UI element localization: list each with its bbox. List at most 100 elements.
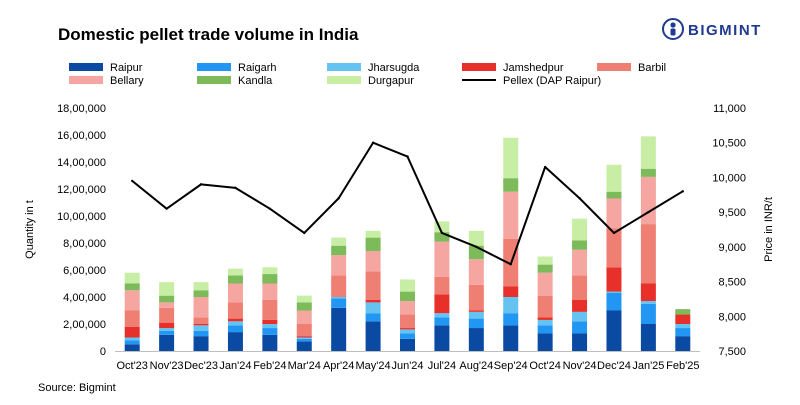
y-axis-title: Quantity in t xyxy=(24,200,36,259)
source-note: Source: Bigmint xyxy=(38,382,116,394)
bar-segment-jamshedpur xyxy=(537,317,553,320)
bar-segment-jharsugda xyxy=(537,319,553,326)
bar-segment-barbil xyxy=(640,224,656,284)
brand-logo: BIGMINT xyxy=(662,18,760,40)
x-tick-label: Feb'25 xyxy=(666,360,699,372)
bar-segment-bellary xyxy=(124,290,140,311)
bar-segment-barbil xyxy=(468,284,484,311)
bar-segment-raigarh xyxy=(537,325,553,334)
bar-segment-jharsugda xyxy=(124,337,140,341)
bar-segment-raigarh xyxy=(296,338,312,342)
pellex-price-point xyxy=(475,245,478,249)
legend-swatch xyxy=(69,76,103,84)
x-tick-label: Sep'24 xyxy=(494,360,528,372)
legend-item: Durgapur xyxy=(327,75,414,87)
bar-segment-raipur xyxy=(331,307,347,351)
legend-item: Jharsugda xyxy=(327,62,420,74)
bar-segment-bellary xyxy=(640,176,656,225)
x-tick-label: Dec'23 xyxy=(184,360,218,372)
bar-stack xyxy=(675,309,691,351)
bar-segment-raigarh xyxy=(227,325,243,333)
pellex-price-point xyxy=(165,207,168,210)
bar-stack xyxy=(640,136,656,351)
pellex-price-point xyxy=(578,197,581,200)
bar-stack xyxy=(400,279,415,351)
bar-stack xyxy=(227,268,243,351)
bar-segment-bellary xyxy=(503,191,519,239)
pellex-price-point xyxy=(371,141,375,144)
bar-segment-jamshedpur xyxy=(675,314,691,324)
chart-title: Domestic pellet trade volume in India xyxy=(58,25,359,44)
x-tick-label: Nov'23 xyxy=(150,360,184,372)
legend-label: Jamshedpur xyxy=(503,62,564,74)
legend-label: Jharsugda xyxy=(368,62,420,74)
legend-item: Raipur xyxy=(69,62,143,74)
legend-swatch xyxy=(197,76,231,84)
brand-logo-icon xyxy=(662,18,684,40)
x-tick-label: Nov'24 xyxy=(563,360,597,372)
bar-segment-kandla xyxy=(606,191,622,199)
bar-segment-raipur xyxy=(468,328,484,351)
bar-segment-barbil xyxy=(400,314,415,329)
pellex-price-point xyxy=(612,231,616,235)
bar-segment-jamshedpur xyxy=(400,328,415,330)
bar-segment-raipur xyxy=(262,334,278,351)
bar-segment-bellary xyxy=(193,297,209,318)
bar-segment-jharsugda xyxy=(400,329,415,334)
bar-segment-durgapur xyxy=(262,267,278,275)
bar-segment-raigarh xyxy=(675,328,691,337)
y2-tick-label: 11,000 xyxy=(713,103,746,115)
bar-segment-kandla xyxy=(400,291,415,302)
bar-segment-raipur xyxy=(606,310,622,351)
bar-segment-barbil xyxy=(434,276,450,295)
bar-segment-jharsugda xyxy=(262,324,278,329)
bar-segment-durgapur xyxy=(434,221,450,233)
x-tick-label: Feb'24 xyxy=(253,360,286,372)
pellex-price-point xyxy=(543,165,547,169)
bar-segment-durgapur xyxy=(503,137,519,179)
bar-segment-kandla xyxy=(262,274,278,284)
bar-segment-jharsugda xyxy=(503,297,519,314)
bar-segment-jamshedpur xyxy=(468,310,484,312)
pellex-price-point xyxy=(681,190,684,193)
bar-segment-jharsugda xyxy=(468,311,484,319)
pellex-price-point xyxy=(440,231,444,235)
x-tick-label: Jan'24 xyxy=(219,360,251,372)
pellex-price-point xyxy=(647,210,650,214)
bar-segment-durgapur xyxy=(572,218,588,241)
bar-segment-jharsugda xyxy=(159,328,175,331)
bar-stack xyxy=(262,267,278,351)
legend-label: Bellary xyxy=(110,75,144,87)
bar-segment-durgapur xyxy=(400,279,415,292)
x-tick-label: Mar'24 xyxy=(288,360,321,372)
bar-segment-raigarh xyxy=(572,321,588,334)
y-tick-label: 14,00,000 xyxy=(57,157,106,169)
bar-segment-jamshedpur xyxy=(227,318,243,322)
bar-segment-bellary xyxy=(365,251,381,272)
bar-segment-jamshedpur xyxy=(434,294,450,314)
legend-label: Barbil xyxy=(638,62,666,74)
bar-segment-kandla xyxy=(537,264,553,273)
bar-segment-raigarh xyxy=(365,313,381,322)
bar-stack xyxy=(124,272,140,351)
bar-segment-durgapur xyxy=(124,272,140,284)
bar-segment-kandla xyxy=(159,295,175,303)
bar-segment-bellary xyxy=(537,272,553,296)
bar-segment-raipur xyxy=(400,338,415,351)
bar-segment-jharsugda xyxy=(193,325,209,331)
bar-segment-durgapur xyxy=(468,230,484,246)
bar-segment-raipur xyxy=(537,333,553,351)
bar-segment-durgapur xyxy=(296,295,312,303)
bar-segment-barbil xyxy=(193,317,209,324)
bar-segment-jamshedpur xyxy=(262,319,278,324)
bar-segment-jharsugda xyxy=(434,313,450,318)
bar-segment-barbil xyxy=(572,275,588,300)
bar-segment-raipur xyxy=(365,321,381,351)
pellex-price-line xyxy=(131,141,684,266)
y-tick-label: 10,00,000 xyxy=(57,211,106,223)
bar-segment-kandla xyxy=(193,290,209,297)
bar-segment-raigarh xyxy=(124,340,140,345)
x-tick-label: Jul'24 xyxy=(428,360,456,372)
bar-segment-barbil xyxy=(159,307,175,323)
bar-segment-jamshedpur xyxy=(296,336,312,338)
